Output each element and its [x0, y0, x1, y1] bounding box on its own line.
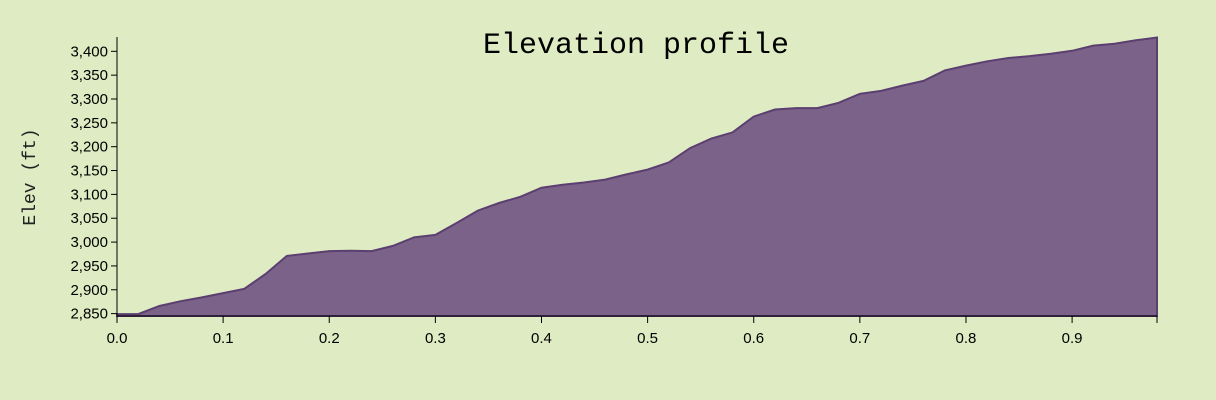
y-tick-label: 3,250: [70, 115, 108, 132]
x-tick-label: 0.9: [1062, 330, 1083, 347]
x-tick-label: 0.8: [956, 330, 977, 347]
x-tick-label: 0.2: [319, 330, 340, 347]
y-tick-label: 3,050: [70, 210, 108, 227]
y-tick-label: 3,000: [70, 234, 108, 251]
x-tick-label: 0.7: [849, 330, 870, 347]
x-tick-label: 0.5: [637, 330, 658, 347]
x-tick-label: 0.6: [743, 330, 764, 347]
y-axis-label: Elev (ft): [21, 128, 41, 225]
x-tick-label: 0.1: [213, 330, 234, 347]
y-tick-label: 2,850: [70, 306, 108, 323]
y-tick-label: 3,400: [70, 43, 108, 60]
x-tick-label: 0.0: [107, 330, 128, 347]
y-tick-label: 3,100: [70, 186, 108, 203]
plot-area: [116, 36, 1158, 317]
y-tick-label: 3,200: [70, 139, 108, 156]
y-axis: 2,850 2,900 2,950 3,000 3,050 3,100 3,150 3,200…: [70, 37, 118, 323]
x-axis: 0.0 0.1 0.2 0.3 0.4 0.5 0.6 0.7 0.8 0.9: [107, 315, 1158, 347]
y-tick-label: 2,900: [70, 282, 108, 299]
y-tick-label: 3,300: [70, 91, 108, 108]
y-tick-label: 3,150: [70, 163, 108, 180]
chart-title: Elevation profile: [483, 29, 789, 63]
elevation-area: [116, 36, 1158, 317]
y-tick-label: 2,950: [70, 258, 108, 275]
y-tick-label: 3,350: [70, 67, 108, 84]
x-tick-label: 0.3: [425, 330, 446, 347]
x-tick-label: 0.4: [531, 330, 552, 347]
